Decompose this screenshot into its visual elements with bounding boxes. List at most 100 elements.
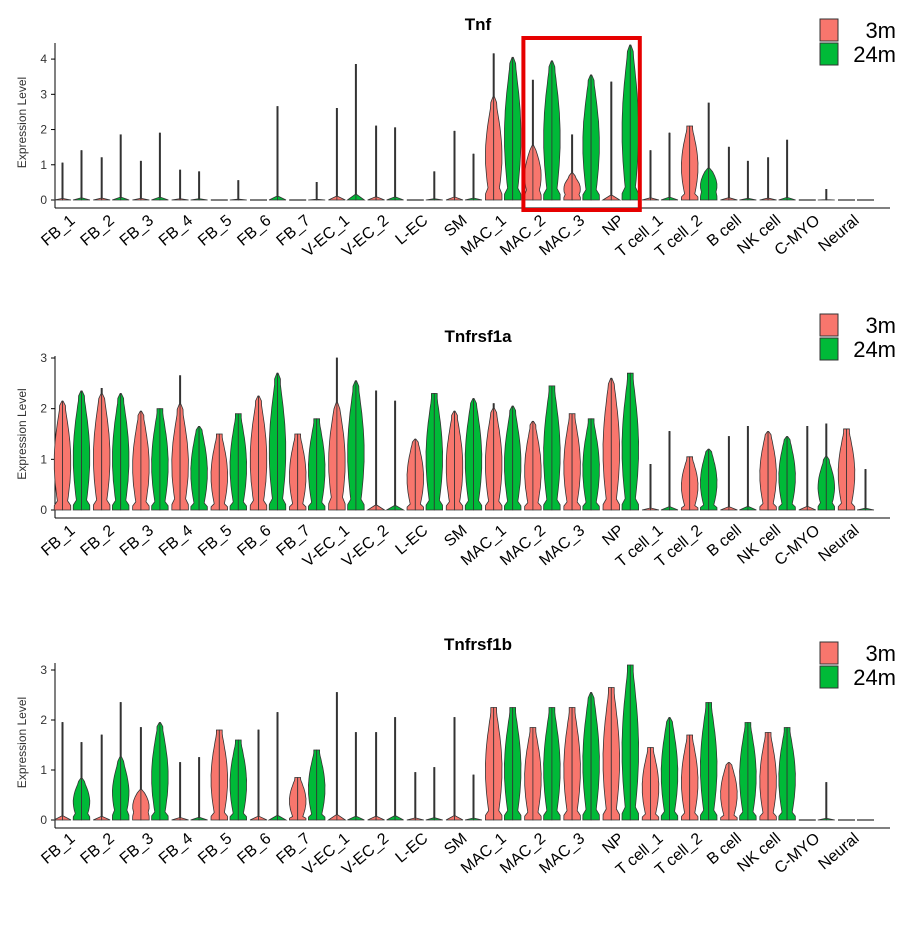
legend-swatch-3m (819, 313, 839, 337)
violin-group-fb-3 (132, 408, 169, 511)
violin-3m-right (689, 456, 699, 511)
violin-24m-right (590, 692, 600, 821)
violin-group-b-cell (720, 146, 757, 201)
violin-3m-right (571, 707, 581, 821)
x-tick-label: FB_3 (117, 522, 157, 560)
violin-3m-left (484, 403, 495, 511)
violin-3m-left (132, 410, 142, 511)
violin-24m-left (151, 408, 161, 511)
violin-24m-right (865, 469, 875, 511)
violin-3m-right (375, 125, 385, 201)
violin-24m-left (582, 418, 592, 511)
violin-group-v-ec-2 (367, 125, 404, 201)
violin-24m-right (825, 423, 836, 511)
violin-3m-left (601, 81, 612, 201)
violin-24m-left (778, 727, 788, 821)
violin-group-nk-cell (759, 431, 796, 511)
violin-3m-right (62, 722, 72, 821)
violin-3m-right (62, 162, 72, 201)
y-axis-label: Expression Level (15, 388, 29, 479)
violin-24m-right (590, 74, 600, 201)
violin-3m-right (571, 134, 581, 201)
violin-3m-left (53, 162, 63, 201)
legend-label-24m: 24m (853, 665, 896, 690)
violin-3m-left (680, 734, 691, 821)
violin-3m-right (493, 53, 503, 201)
y-tick-label: 4 (40, 52, 47, 66)
violin-24m-right (551, 60, 561, 201)
x-tick-label: L-EC (393, 212, 432, 248)
violin-3m-right (297, 777, 307, 821)
violin-24m-left (111, 702, 122, 821)
x-tick-label: FB_3 (117, 830, 157, 868)
violin-24m-right (316, 181, 326, 201)
violin-group-b-cell (720, 722, 757, 821)
violin-3m-right (258, 729, 268, 821)
violin-3m-left (602, 687, 612, 821)
violin-3m-left (524, 79, 534, 201)
x-tick-label: FB_5 (195, 522, 235, 560)
violin-3m-right (62, 400, 72, 511)
violin-3m-right (728, 436, 738, 511)
violin-3m-left (563, 413, 573, 511)
violin-24m-right (669, 132, 679, 201)
violin-24m-left (425, 171, 435, 201)
violin-3m-right (336, 357, 346, 511)
violin-group-nk-cell (759, 139, 796, 201)
violin-3m-right (767, 732, 777, 821)
violin-group-mac-3 (563, 413, 600, 511)
violin-24m-left (307, 418, 318, 511)
violin-3m-right (767, 157, 777, 201)
violin-3m-left (367, 125, 377, 201)
violin-group-mac-3 (563, 74, 600, 201)
violin-24m-right (629, 664, 640, 821)
legend-label-24m: 24m (853, 337, 896, 362)
x-tick-label: FB_5 (195, 830, 235, 868)
violin-3m-left (720, 762, 730, 821)
violin-3m-left (720, 146, 730, 201)
violin-group-c-myo (798, 423, 836, 511)
violin-24m-right (786, 727, 796, 821)
violin-3m-left (837, 428, 847, 511)
violin-group-fb-5 (210, 729, 248, 821)
violin-3m-left (759, 157, 769, 201)
panel-title: Tnf (465, 15, 492, 34)
violin-3m-right (179, 762, 189, 821)
violin-3m-right (218, 433, 229, 511)
violin-3m-left (759, 431, 769, 511)
violin-24m-left (386, 717, 396, 821)
violin-3m-left (445, 410, 455, 511)
violin-24m-right (159, 408, 169, 511)
violin-24m-right (825, 782, 835, 821)
violin-group-fb-7 (289, 181, 326, 201)
violin-3m-right (454, 717, 464, 821)
violin-24m-right (277, 106, 287, 201)
violin-group-fb-7 (288, 749, 326, 821)
violin-group-nk-cell (759, 727, 796, 821)
violin-24m-right (198, 757, 208, 821)
violin-24m-right (198, 426, 208, 511)
violin-24m-left (307, 749, 318, 821)
violin-3m-left (563, 707, 573, 821)
violin-3m-left (367, 732, 377, 821)
violin-3m-right (689, 734, 699, 821)
violin-3m-right (297, 433, 307, 511)
violin-24m-right (237, 180, 247, 201)
violin-24m-left (72, 742, 82, 821)
violin-group-sm (445, 717, 483, 821)
violin-group-fb-4 (171, 375, 208, 511)
violin-group-v-ec-1 (327, 692, 365, 821)
violin-24m-right (590, 418, 600, 511)
violin-group-t-cell-2 (680, 102, 718, 201)
violin-3m-left (602, 377, 612, 511)
violin-24m-right (316, 418, 326, 511)
y-tick-label: 0 (40, 503, 47, 517)
violin-3m-left (93, 157, 103, 201)
x-tick-label: FB_2 (78, 830, 118, 868)
y-tick-label: 0 (40, 813, 47, 827)
violin-3m-right (179, 169, 189, 201)
x-tick-label: SM (441, 830, 470, 858)
violin-24m-right (316, 749, 326, 821)
violin-24m-left (817, 423, 827, 511)
violin-3m-left (93, 734, 103, 821)
